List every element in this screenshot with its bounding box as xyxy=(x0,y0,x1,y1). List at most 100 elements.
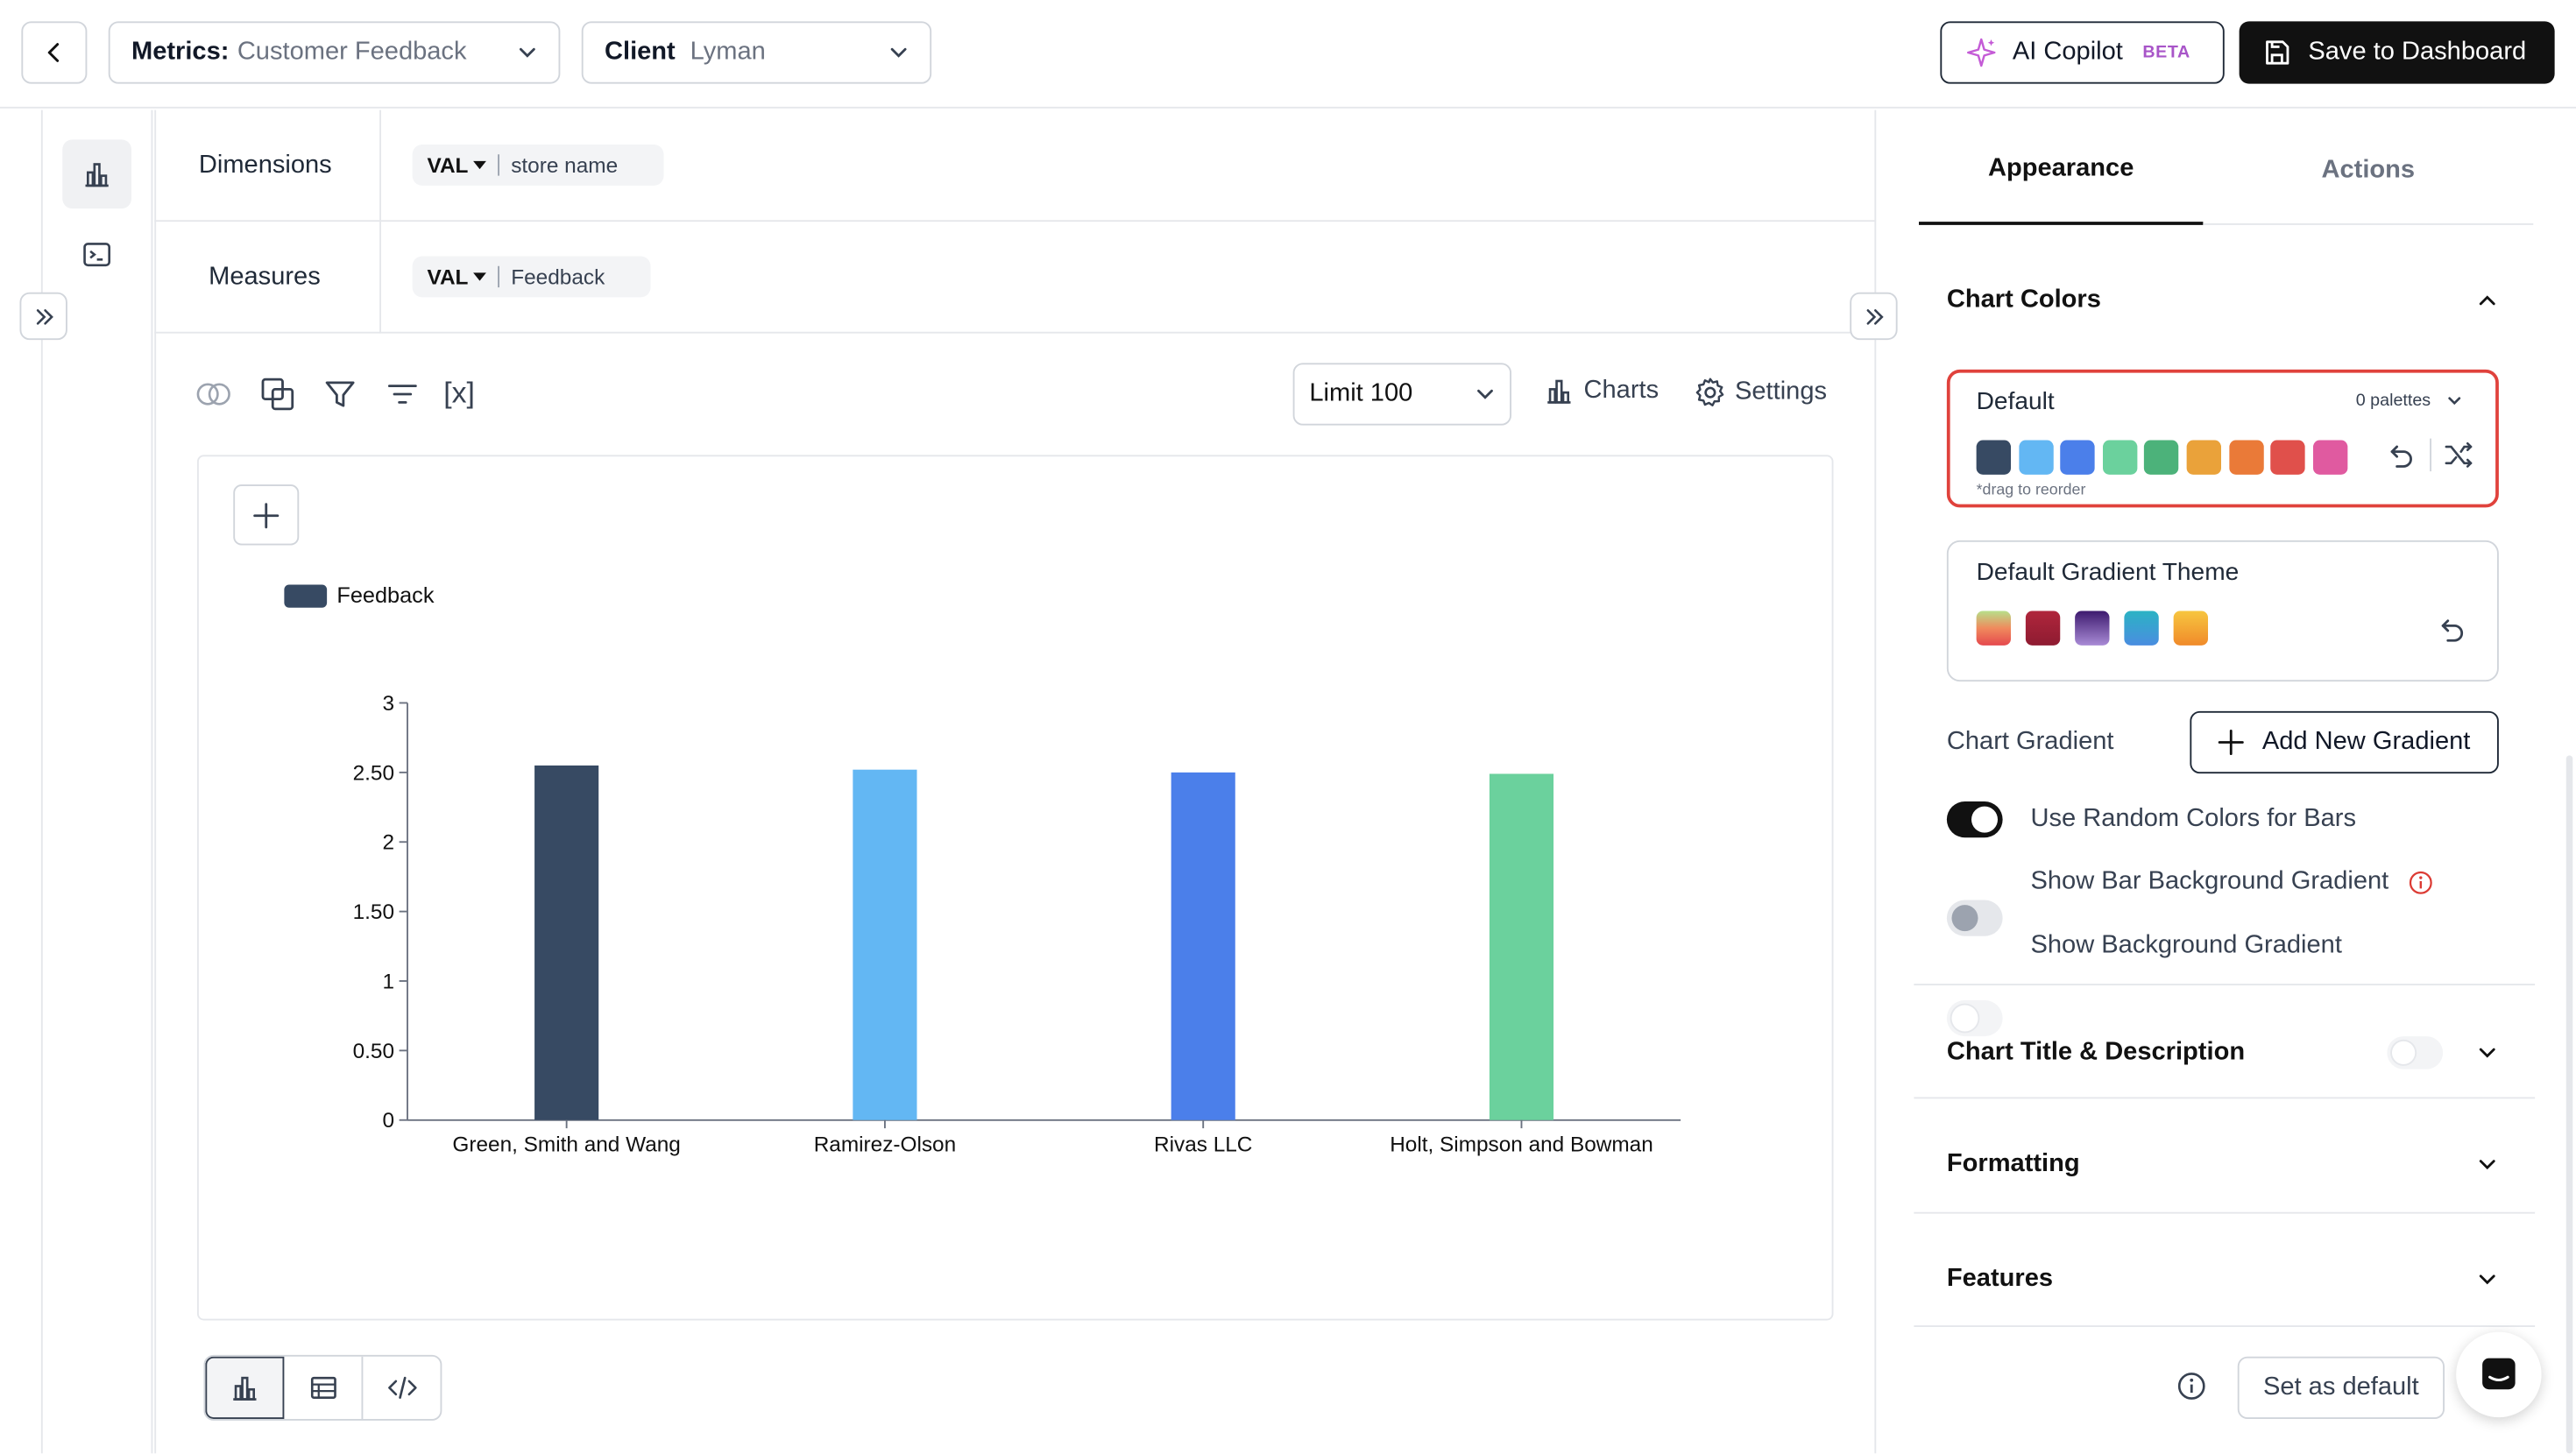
dimension-chip[interactable]: VAL store name xyxy=(412,145,664,186)
tab-appearance[interactable]: Appearance xyxy=(1919,154,2203,184)
gradient-swatch[interactable] xyxy=(2075,611,2110,646)
funnel-icon xyxy=(322,376,358,412)
palette-count-select[interactable]: 0 palettes xyxy=(2356,391,2462,411)
bar xyxy=(853,769,917,1120)
background-gradient-label: Show Background Gradient xyxy=(2030,931,2342,959)
chart-view-button[interactable] xyxy=(205,1356,285,1419)
measure-chip-field: Feedback xyxy=(511,264,605,289)
chat-launcher-button[interactable] xyxy=(2456,1331,2542,1418)
gradient-theme-card[interactable] xyxy=(1946,540,2499,682)
copy-button[interactable] xyxy=(258,375,297,414)
bar-background-gradient-label: Show Bar Background Gradient xyxy=(2030,867,2389,895)
variables-button[interactable]: [x] xyxy=(443,376,475,409)
palette-swatch[interactable] xyxy=(2228,440,2263,475)
filter-button[interactable] xyxy=(322,376,358,412)
palette-count: 0 palettes xyxy=(2355,391,2431,411)
drag-hint: *drag to reorder xyxy=(1976,481,2086,499)
top-bar xyxy=(0,0,2576,109)
reset-palette-button[interactable] xyxy=(2384,441,2417,474)
venn-icon xyxy=(194,376,233,412)
client-select[interactable]: Client Lyman xyxy=(581,21,932,84)
plus-icon xyxy=(2216,728,2246,758)
add-widget-button[interactable] xyxy=(233,484,300,546)
chevron-left-icon xyxy=(43,41,66,64)
save-to-dashboard-button[interactable]: Save to Dashboard xyxy=(2239,21,2555,84)
gradient-swatch[interactable] xyxy=(2124,611,2159,646)
chart-colors-header[interactable]: Chart Colors xyxy=(1947,286,2499,315)
gradient-swatch[interactable] xyxy=(2173,611,2208,646)
formatting-section[interactable]: Formatting xyxy=(1947,1150,2499,1180)
measure-chip[interactable]: VAL Feedback xyxy=(412,256,651,298)
code-icon xyxy=(386,1373,419,1403)
gradient-swatch[interactable] xyxy=(1976,611,2011,646)
metrics-label: Metrics: xyxy=(131,38,230,66)
back-button[interactable] xyxy=(21,21,88,84)
bar-chart-icon xyxy=(1545,376,1575,406)
code-view-button[interactable] xyxy=(363,1357,440,1419)
sparkle-icon xyxy=(1965,36,1999,69)
settings-button[interactable]: Settings xyxy=(1694,376,1827,409)
info-icon[interactable] xyxy=(2409,871,2433,895)
legend-label: Feedback xyxy=(336,583,434,608)
random-colors-label: Use Random Colors for Bars xyxy=(2030,804,2356,833)
bar-chart-icon xyxy=(230,1373,260,1403)
y-tick-label: 2 xyxy=(382,831,394,855)
y-tick-label: 1.50 xyxy=(353,900,394,924)
x-tick-label: Holt, Simpson and Bowman xyxy=(1390,1133,1653,1156)
save-label: Save to Dashboard xyxy=(2308,38,2527,66)
reset-gradient-button[interactable] xyxy=(2435,614,2468,647)
random-colors-toggle[interactable] xyxy=(1946,801,2003,838)
terminal-nav[interactable] xyxy=(62,220,131,289)
palette-swatch[interactable] xyxy=(2018,440,2053,475)
charts-button[interactable]: Charts xyxy=(1545,376,1660,406)
palette-swatch[interactable] xyxy=(1976,440,2011,475)
panel-scrollbar[interactable] xyxy=(2565,755,2573,1454)
bar-chart: Feedback 0 0.50 1 1.50 2 2.50 3 Green, Smith and… xyxy=(284,583,1681,1156)
metrics-value: Customer Feedback xyxy=(237,38,467,66)
features-section[interactable]: Features xyxy=(1947,1265,2499,1295)
bar xyxy=(1489,773,1554,1120)
y-tick-label: 1 xyxy=(382,970,394,993)
add-new-gradient-button[interactable]: Add New Gradient xyxy=(2190,710,2499,774)
bar xyxy=(1171,772,1235,1120)
x-tick-label: Ramirez-Olson xyxy=(814,1133,956,1156)
metrics-select[interactable]: Metrics: Customer Feedback xyxy=(108,21,561,84)
chart-title-toggle[interactable] xyxy=(2387,1036,2444,1069)
chevron-down-icon xyxy=(888,43,909,63)
tab-actions[interactable]: Actions xyxy=(2203,156,2533,186)
bar xyxy=(534,765,599,1120)
palette-swatch[interactable] xyxy=(2186,440,2221,475)
bar-background-gradient-toggle[interactable] xyxy=(1946,900,2003,936)
chart-title-description-section[interactable]: Chart Title & Description xyxy=(1947,1033,2499,1072)
ai-copilot-button[interactable]: AI Copilot BETA xyxy=(1940,21,2225,84)
charts-label: Charts xyxy=(1583,376,1660,405)
limit-select[interactable]: Limit 100 xyxy=(1292,363,1511,426)
info-icon[interactable] xyxy=(2176,1372,2206,1401)
palette-swatch[interactable] xyxy=(2270,440,2305,475)
y-tick-label: 0 xyxy=(382,1109,394,1133)
palette-name: Default xyxy=(1976,387,2055,416)
sort-button[interactable] xyxy=(385,376,421,412)
chevron-down-icon xyxy=(2476,1153,2499,1175)
palette-swatch[interactable] xyxy=(2144,440,2179,475)
expand-left-button[interactable] xyxy=(19,292,67,341)
table-view-button[interactable] xyxy=(284,1356,364,1419)
measures-label: Measures xyxy=(209,263,321,291)
undo-icon xyxy=(2435,614,2468,647)
join-button[interactable] xyxy=(194,376,233,412)
expand-right-button[interactable] xyxy=(1850,292,1898,341)
background-gradient-toggle[interactable] xyxy=(1946,999,2003,1037)
chart-view-nav[interactable] xyxy=(62,139,131,209)
x-tick-label: Rivas LLC xyxy=(1154,1133,1252,1156)
chart-colors-title: Chart Colors xyxy=(1946,286,2101,314)
default-palette-card[interactable] xyxy=(1946,369,2499,508)
view-toggle-group xyxy=(203,1354,442,1421)
ai-copilot-label: AI Copilot xyxy=(2012,38,2123,66)
palette-swatch[interactable] xyxy=(2060,440,2095,475)
palette-swatch[interactable] xyxy=(2312,440,2347,475)
limit-label: Limit 100 xyxy=(1309,379,1413,407)
set-as-default-button[interactable]: Set as default xyxy=(2237,1356,2445,1419)
palette-swatch[interactable] xyxy=(2102,440,2137,475)
gradient-swatch[interactable] xyxy=(2025,611,2061,646)
shuffle-palette-button[interactable] xyxy=(2443,439,2476,472)
